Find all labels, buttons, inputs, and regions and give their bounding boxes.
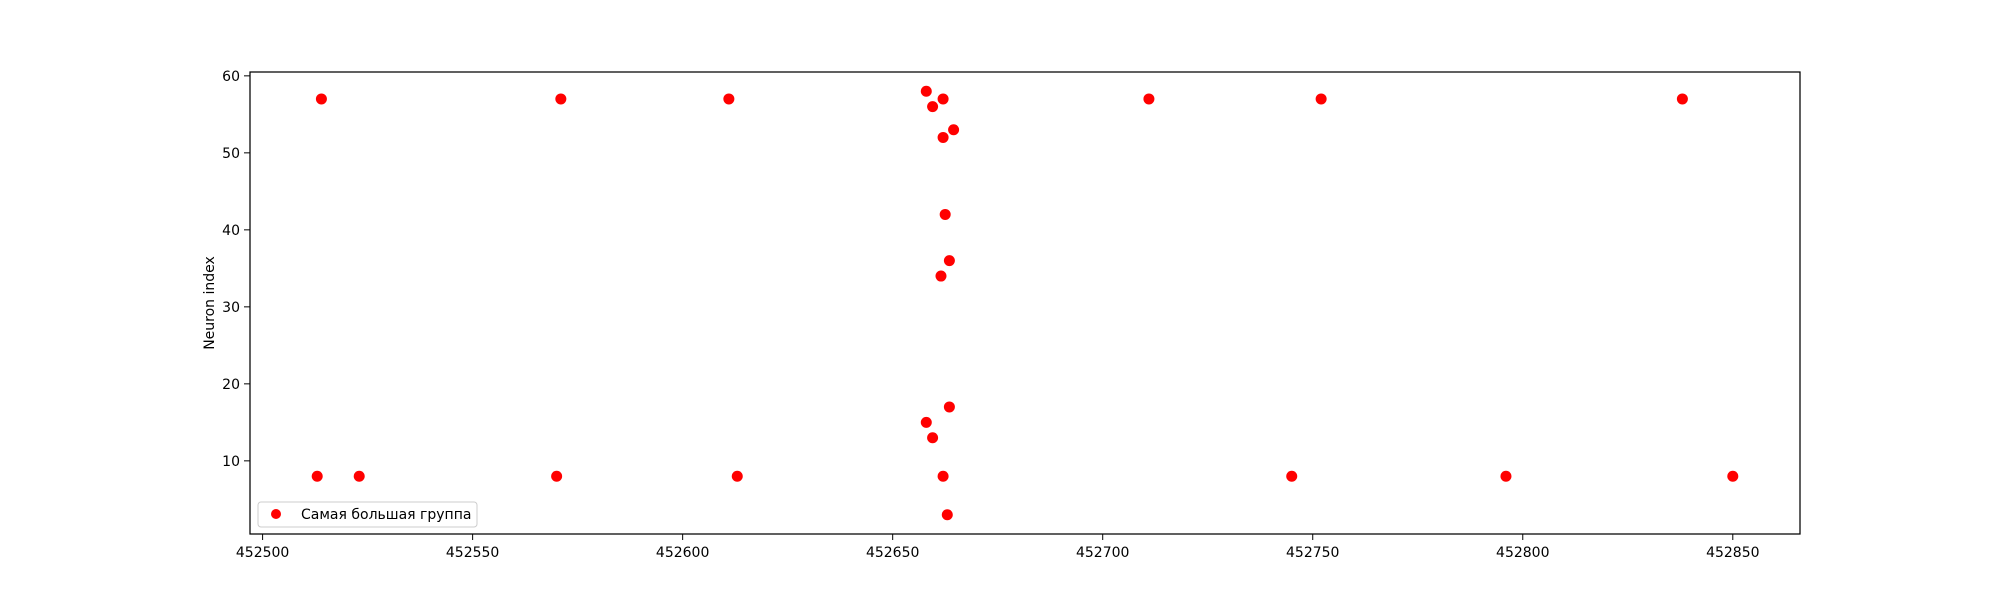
data-points [311, 85, 1739, 521]
data-point [937, 93, 949, 105]
x-tick-label: 452600 [656, 545, 709, 561]
y-tick-label: 40 [222, 223, 240, 239]
x-tick-label: 452750 [1286, 545, 1339, 561]
data-point [943, 401, 955, 413]
x-axis-ticks: 452500 452550 452600 452650 452700 452750 4528… [236, 534, 1760, 561]
y-axis-ticks: 10 20 30 40 50 60 [222, 69, 250, 470]
x-tick-label: 452550 [446, 545, 499, 561]
plot-frame [249, 71, 1801, 535]
data-point [1143, 93, 1155, 105]
y-axis-label: Neuron index [202, 256, 218, 350]
y-tick-label: 60 [222, 69, 240, 85]
data-point [551, 470, 563, 482]
data-point [1676, 93, 1688, 105]
data-point [353, 470, 365, 482]
data-point [927, 101, 939, 113]
data-point [939, 208, 951, 220]
data-point [937, 131, 949, 143]
data-point [948, 124, 960, 136]
data-point [1286, 470, 1298, 482]
data-point [315, 93, 327, 105]
y-tick-label: 50 [222, 146, 240, 162]
data-point [1727, 470, 1739, 482]
data-point [920, 416, 932, 428]
x-tick-label: 452650 [866, 545, 919, 561]
legend-frame [257, 501, 478, 528]
y-tick-label: 20 [222, 377, 240, 393]
data-point [723, 93, 735, 105]
y-tick-label: 10 [222, 454, 240, 470]
data-point [1500, 470, 1512, 482]
data-point [731, 470, 743, 482]
x-tick-label: 452700 [1076, 545, 1129, 561]
legend: Самая большая группа [257, 501, 478, 528]
x-tick-label: 452800 [1496, 545, 1549, 561]
y-tick-label: 30 [222, 300, 240, 316]
data-point [941, 509, 953, 521]
legend-label: Самая большая группа [301, 507, 471, 523]
legend-marker [271, 509, 281, 519]
data-point [935, 270, 947, 282]
data-point [555, 93, 567, 105]
data-point [311, 470, 323, 482]
data-point [937, 470, 949, 482]
data-point [927, 432, 939, 444]
data-point [943, 255, 955, 267]
data-point [920, 85, 932, 97]
data-point [1315, 93, 1327, 105]
x-tick-label: 452500 [236, 545, 289, 561]
x-tick-label: 452850 [1706, 545, 1759, 561]
